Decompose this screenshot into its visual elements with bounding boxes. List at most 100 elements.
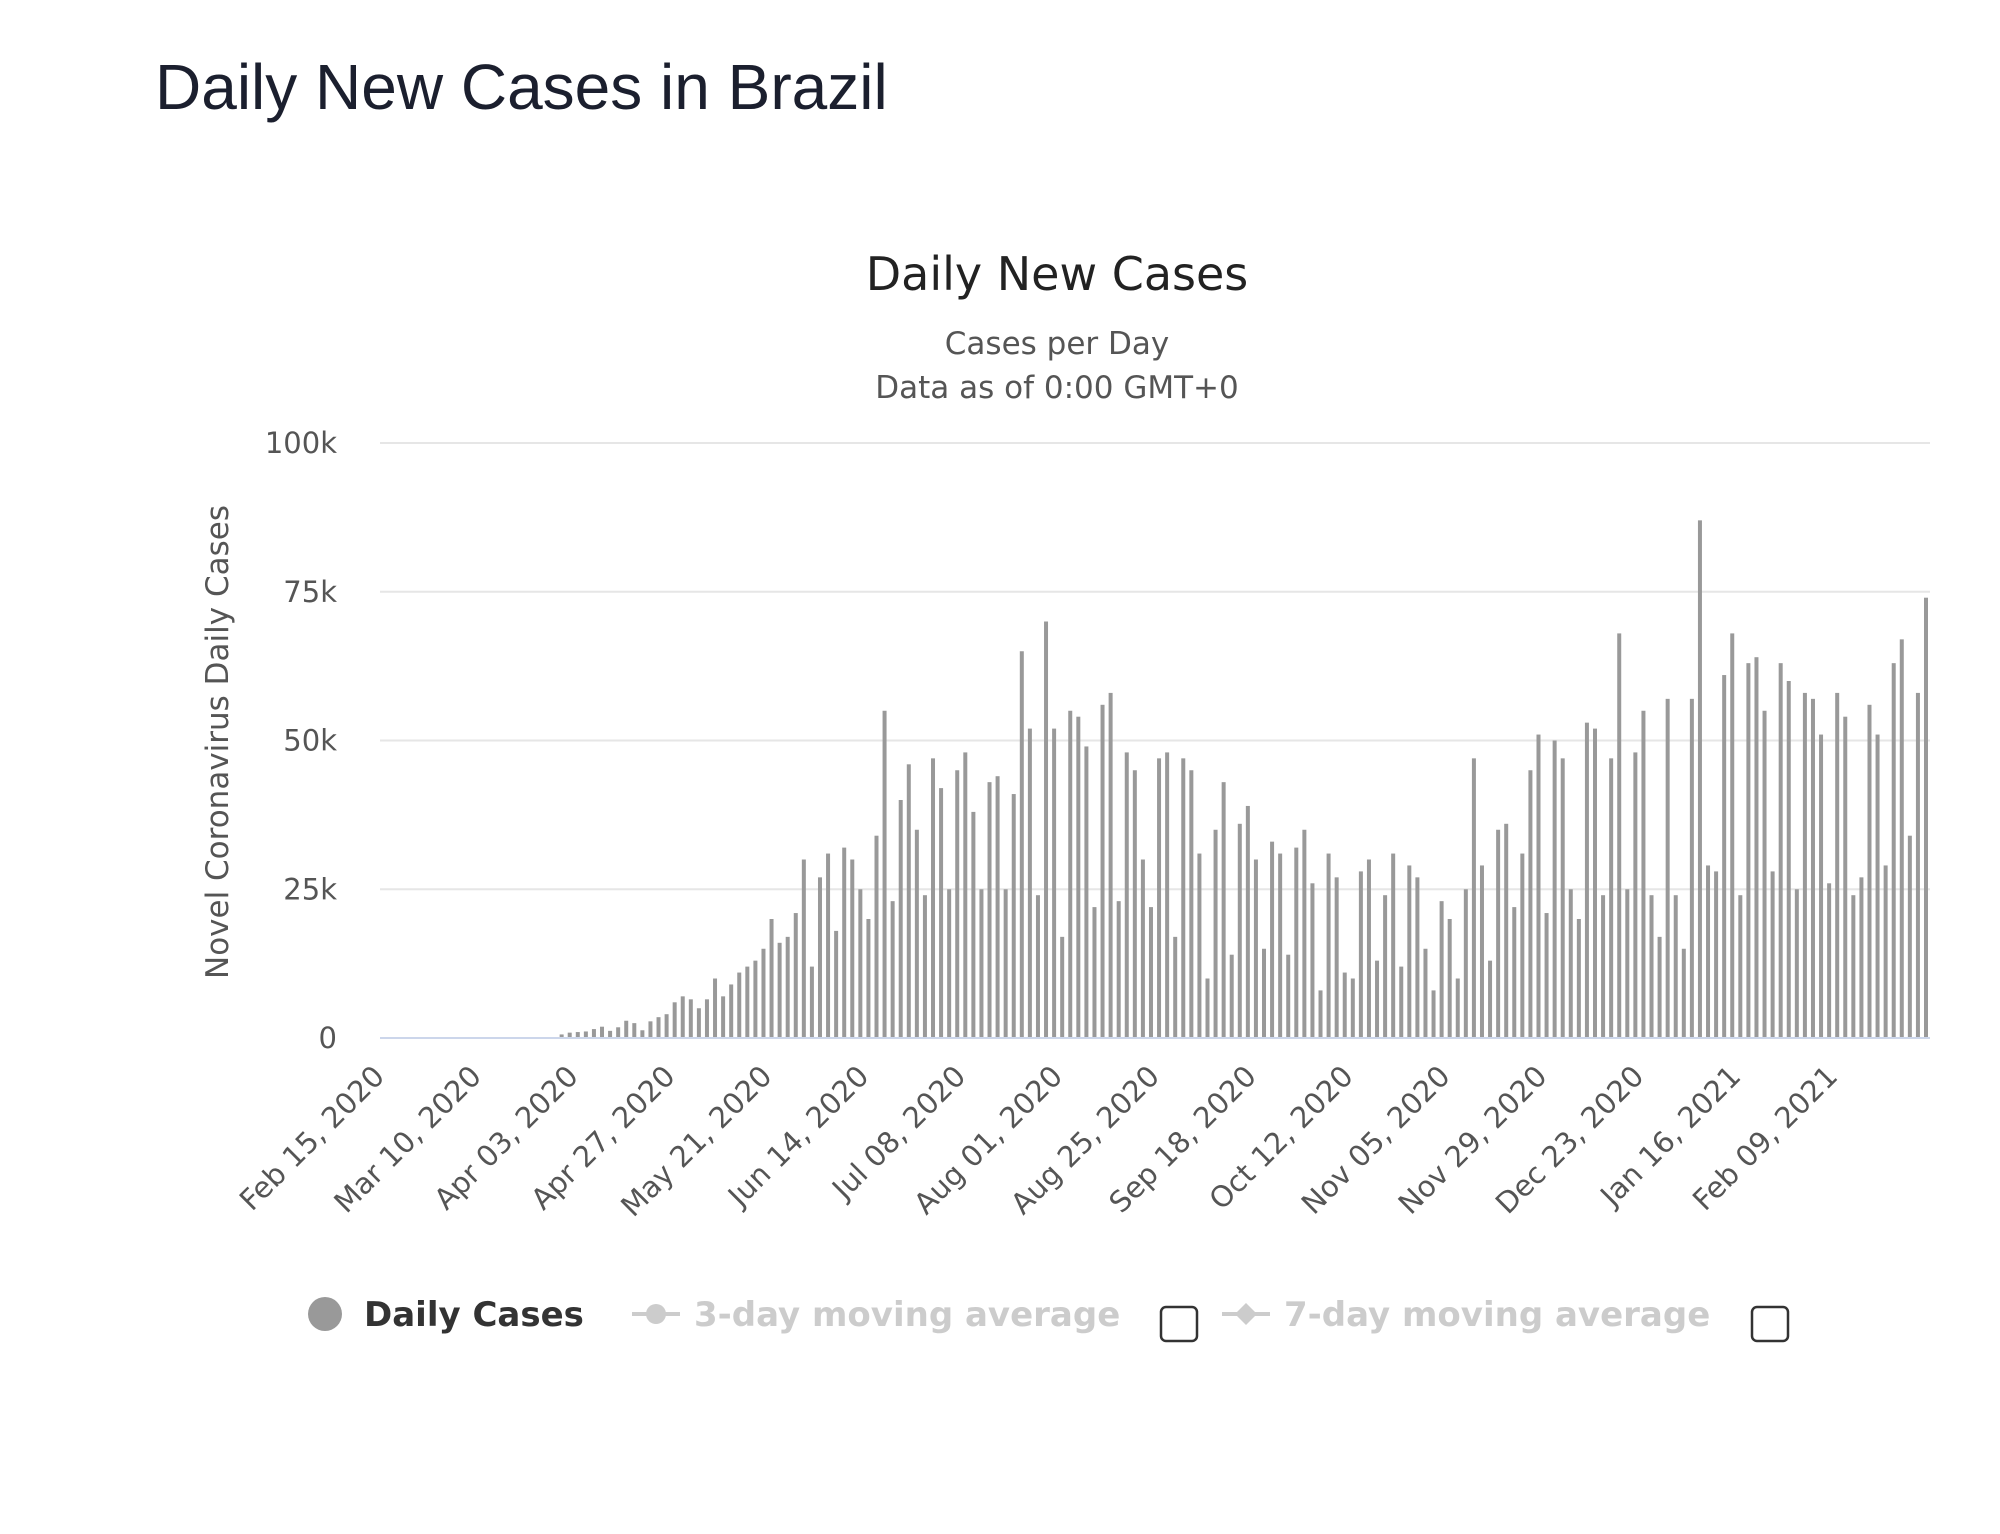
bar[interactable] <box>1262 948 1267 1038</box>
bar[interactable] <box>1617 633 1622 1038</box>
bar[interactable] <box>1552 740 1557 1039</box>
bar[interactable] <box>1528 770 1533 1038</box>
bar[interactable] <box>834 930 839 1038</box>
bar[interactable] <box>777 942 782 1038</box>
bar[interactable] <box>1859 877 1864 1038</box>
bar[interactable] <box>1229 954 1234 1038</box>
bar[interactable] <box>987 782 992 1038</box>
bar[interactable] <box>608 1030 613 1038</box>
bar[interactable] <box>1399 966 1404 1038</box>
bar[interactable] <box>1270 841 1275 1038</box>
bar[interactable] <box>1253 859 1258 1039</box>
bar[interactable] <box>1157 758 1162 1038</box>
checkbox-3-day-moving-average[interactable] <box>1159 1305 1199 1343</box>
bar[interactable] <box>745 966 750 1038</box>
bar[interactable] <box>1116 901 1121 1038</box>
bar[interactable] <box>1140 859 1145 1039</box>
bar[interactable] <box>1463 889 1468 1038</box>
bar[interactable] <box>664 1014 669 1038</box>
bar[interactable] <box>963 752 968 1038</box>
bar[interactable] <box>591 1029 596 1038</box>
bar[interactable] <box>842 847 847 1038</box>
bar[interactable] <box>1835 692 1840 1038</box>
bar[interactable] <box>1366 859 1371 1039</box>
bar[interactable] <box>1544 913 1549 1038</box>
bar[interactable] <box>1730 633 1735 1038</box>
bar[interactable] <box>1108 692 1113 1038</box>
bar[interactable] <box>939 788 944 1038</box>
bar[interactable] <box>1173 936 1178 1038</box>
bar[interactable] <box>1899 639 1904 1038</box>
bar[interactable] <box>1052 728 1057 1038</box>
legend-item-7-day-moving-average[interactable]: 7-day moving average <box>1222 1295 1790 1343</box>
bar[interactable] <box>1334 877 1339 1038</box>
bar[interactable] <box>1383 895 1388 1038</box>
bar[interactable] <box>882 710 887 1038</box>
bar[interactable] <box>1286 954 1291 1038</box>
bar[interactable] <box>1358 871 1363 1038</box>
bar[interactable] <box>704 999 709 1038</box>
bar[interactable] <box>1245 805 1250 1038</box>
bar[interactable] <box>1657 936 1662 1038</box>
bar[interactable] <box>1100 704 1105 1038</box>
bar[interactable] <box>1455 978 1460 1039</box>
bar[interactable] <box>1471 758 1476 1038</box>
bar[interactable] <box>1407 865 1412 1038</box>
bar[interactable] <box>1278 853 1283 1038</box>
bar[interactable] <box>979 889 984 1038</box>
bar[interactable] <box>559 1034 564 1038</box>
bar[interactable] <box>680 996 685 1038</box>
bar[interactable] <box>1633 752 1638 1038</box>
bar[interactable] <box>1584 722 1589 1038</box>
bar[interactable] <box>914 829 919 1038</box>
bar[interactable] <box>1883 865 1888 1038</box>
bar[interactable] <box>1867 704 1872 1038</box>
bar[interactable] <box>1673 895 1678 1038</box>
bar[interactable] <box>1439 901 1444 1038</box>
bar[interactable] <box>1318 990 1323 1038</box>
bar[interactable] <box>931 758 936 1038</box>
bar[interactable] <box>1504 823 1509 1038</box>
bar[interactable] <box>866 919 871 1038</box>
bar[interactable] <box>1294 847 1299 1038</box>
bar[interactable] <box>1011 794 1016 1038</box>
bar[interactable] <box>1520 853 1525 1038</box>
bar[interactable] <box>1810 698 1815 1038</box>
bar[interactable] <box>632 1023 637 1038</box>
bar[interactable] <box>1722 675 1727 1038</box>
bar[interactable] <box>1786 681 1791 1038</box>
bar[interactable] <box>1576 919 1581 1038</box>
bar[interactable] <box>971 811 976 1038</box>
bar[interactable] <box>1132 770 1137 1038</box>
bar[interactable] <box>640 1030 645 1038</box>
legend-item-daily-cases[interactable]: Daily Cases <box>308 1295 584 1335</box>
bar[interactable] <box>1512 907 1517 1038</box>
bar[interactable] <box>1181 758 1186 1038</box>
bar[interactable] <box>696 1008 701 1038</box>
bar[interactable] <box>1827 883 1832 1038</box>
bar[interactable] <box>1447 919 1452 1038</box>
bar[interactable] <box>1310 883 1315 1038</box>
bar[interactable] <box>1907 835 1912 1038</box>
bar[interactable] <box>1714 871 1719 1038</box>
bar[interactable] <box>1915 692 1920 1038</box>
bar[interactable] <box>1875 734 1880 1038</box>
bar[interactable] <box>1124 752 1129 1038</box>
bar[interactable] <box>1689 698 1694 1038</box>
bar[interactable] <box>1003 889 1008 1038</box>
bar[interactable] <box>1802 692 1807 1038</box>
bar[interactable] <box>1302 829 1307 1038</box>
bar[interactable] <box>1738 895 1743 1038</box>
bar[interactable] <box>567 1032 572 1038</box>
bar[interactable] <box>1189 770 1194 1038</box>
bar[interactable] <box>1044 621 1049 1039</box>
bar[interactable] <box>785 936 790 1038</box>
bar[interactable] <box>1019 651 1024 1038</box>
bar[interactable] <box>1819 734 1824 1038</box>
bar[interactable] <box>922 895 927 1038</box>
bar[interactable] <box>583 1031 588 1038</box>
bar[interactable] <box>1681 948 1686 1038</box>
bar[interactable] <box>1165 752 1170 1038</box>
bar[interactable] <box>801 859 806 1039</box>
bar[interactable] <box>898 800 903 1038</box>
